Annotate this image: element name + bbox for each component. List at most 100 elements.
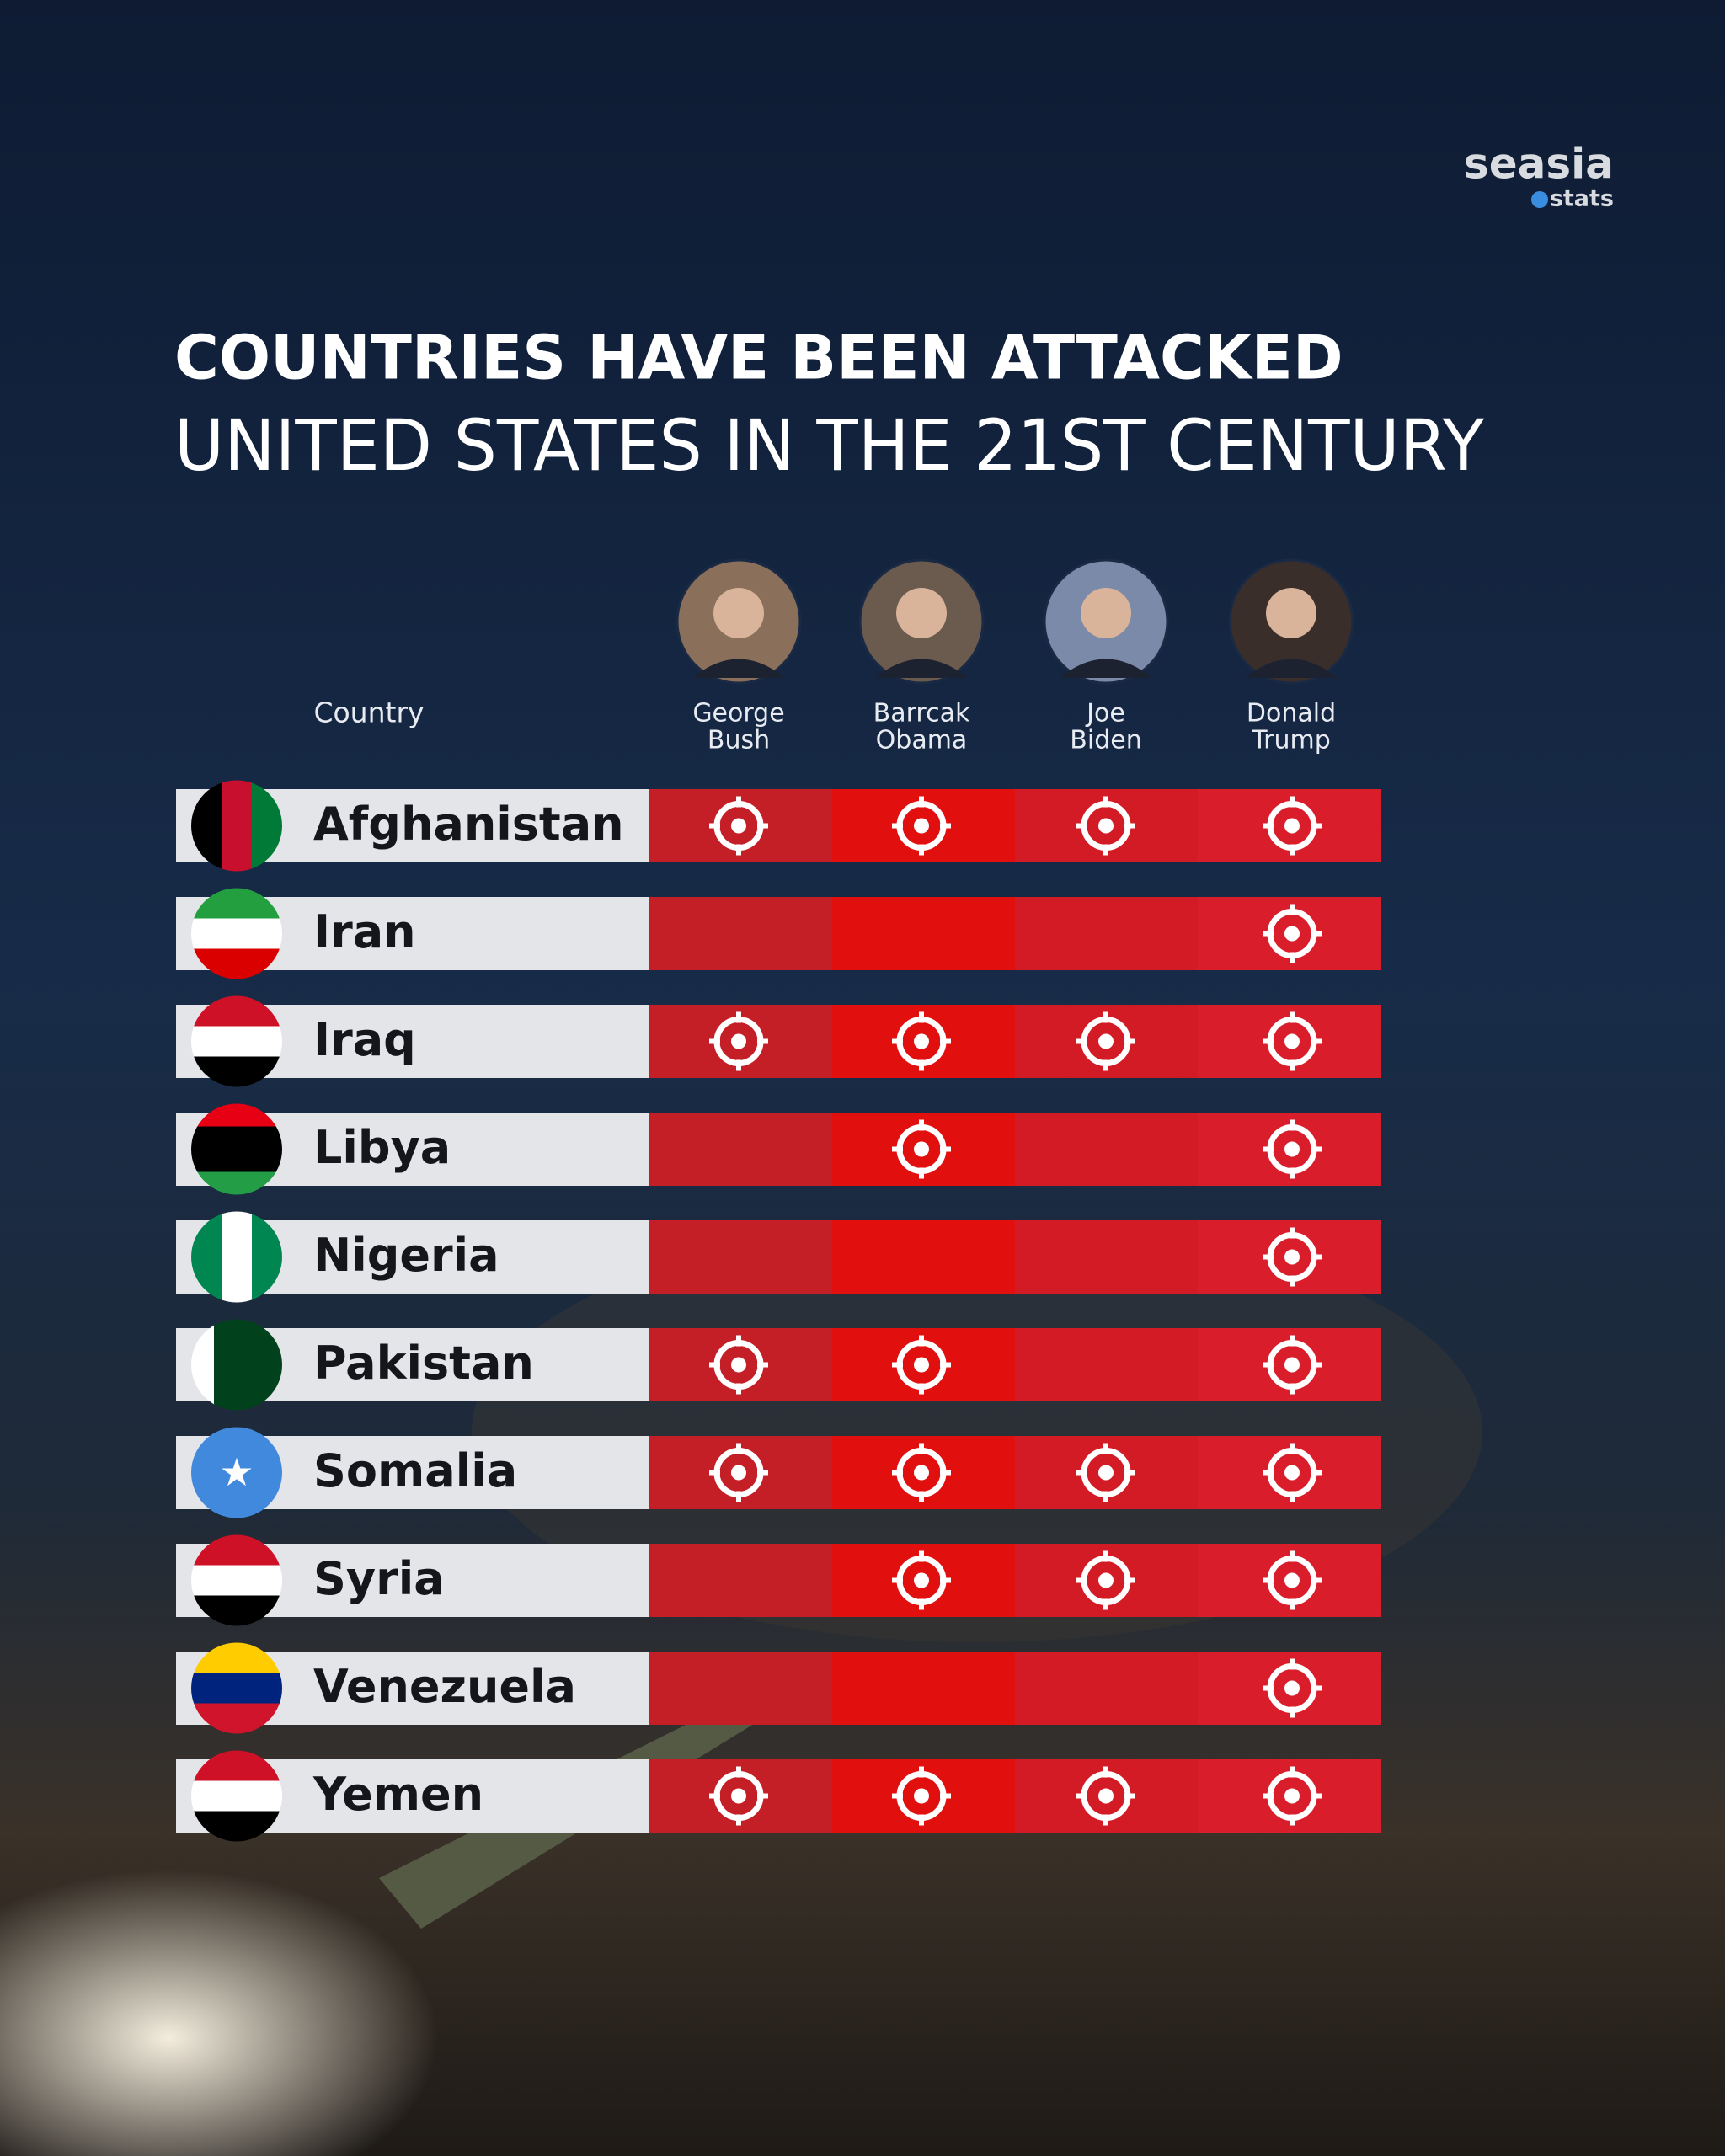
target-dot — [1284, 1141, 1300, 1157]
cell — [1015, 897, 1199, 970]
target-dot — [914, 1357, 929, 1373]
portrait-face — [896, 588, 947, 638]
target-dot — [1284, 1465, 1300, 1481]
country-name: Yemen — [312, 1768, 483, 1821]
target-dot — [1098, 1572, 1114, 1588]
target-marker — [1263, 1550, 1322, 1610]
target-marker — [709, 1011, 768, 1071]
cell — [832, 897, 1016, 970]
flag — [191, 1427, 282, 1518]
target-marker — [892, 796, 951, 856]
flag-stripe — [191, 1126, 282, 1150]
target-dot — [1284, 926, 1300, 942]
flag-star: ★ — [219, 1449, 254, 1495]
cell — [649, 1544, 833, 1617]
cell — [649, 1652, 833, 1725]
title: COUNTRIES HAVE BEEN ATTACKED — [174, 323, 1343, 393]
target-dot — [914, 1033, 929, 1049]
target-dot — [1098, 1033, 1114, 1049]
target-dot — [1284, 1357, 1300, 1373]
target-dot — [731, 1465, 746, 1481]
portrait-body — [1060, 659, 1152, 678]
target-dot — [1098, 1465, 1114, 1481]
target-dot — [731, 1033, 746, 1049]
flag-stripe — [191, 1780, 282, 1812]
target-marker — [1076, 1766, 1135, 1826]
target-dot — [731, 1357, 746, 1373]
target-marker — [892, 1011, 951, 1071]
cell — [1015, 1113, 1199, 1186]
target-dot — [1098, 818, 1114, 834]
subtitle: UNITED STATES IN THE 21ST CENTURY — [174, 404, 1485, 487]
target-marker — [709, 1335, 768, 1395]
country-name: Pakistan — [313, 1337, 534, 1390]
flag-stripe — [237, 1319, 260, 1411]
target-dot — [731, 818, 746, 834]
target-dot — [1284, 1680, 1300, 1696]
target-marker — [1263, 1227, 1322, 1287]
country-name: Nigeria — [313, 1229, 499, 1282]
flag — [191, 1642, 282, 1734]
target-marker — [892, 1119, 951, 1179]
target-dot — [1098, 1788, 1114, 1804]
country-header: Country — [313, 696, 424, 729]
target-marker — [1263, 1766, 1322, 1826]
country-name: Syria — [313, 1552, 445, 1605]
cell — [1015, 1220, 1199, 1294]
portrait-face — [1266, 588, 1316, 638]
flag-stripe — [191, 1427, 282, 1518]
target-dot — [1284, 1788, 1300, 1804]
president-first: Joe — [1085, 699, 1125, 728]
smoke — [0, 1870, 438, 2156]
target-dot — [1284, 1249, 1300, 1265]
flag-stripe — [191, 918, 282, 950]
target-dot — [914, 1572, 929, 1588]
portrait-body — [692, 659, 785, 678]
flag-stripe — [222, 1211, 253, 1303]
president-first: George — [692, 699, 784, 728]
country-name: Iran — [313, 905, 416, 958]
flag-stripe — [191, 1149, 282, 1173]
target-marker — [1076, 1443, 1135, 1502]
president-last: Obama — [876, 726, 968, 755]
target-marker — [709, 796, 768, 856]
cell — [832, 1652, 1016, 1725]
country-name: Somalia — [313, 1444, 517, 1497]
target-marker — [1263, 1119, 1322, 1179]
flag-stripe — [191, 1026, 282, 1058]
logo-brand: seasia — [1464, 140, 1614, 189]
president-last: Bush — [708, 726, 770, 755]
president-last: Trump — [1251, 726, 1331, 755]
target-marker — [892, 1766, 951, 1826]
target-marker — [1076, 796, 1135, 856]
cell — [1015, 1652, 1199, 1725]
target-marker — [892, 1443, 951, 1502]
president-last: Biden — [1070, 726, 1141, 755]
target-dot — [914, 1465, 929, 1481]
flag-stripe — [214, 1319, 238, 1411]
portrait-face — [713, 588, 764, 638]
target-marker — [1263, 904, 1322, 963]
cell — [1015, 1328, 1199, 1401]
target-dot — [914, 818, 929, 834]
country-name: Iraq — [313, 1013, 416, 1066]
country-name: Afghanistan — [313, 798, 624, 851]
president-first: Donald — [1247, 699, 1336, 728]
target-dot — [1284, 818, 1300, 834]
target-marker — [1263, 1011, 1322, 1071]
flag — [191, 1534, 282, 1626]
cell — [649, 1113, 833, 1186]
target-marker — [709, 1766, 768, 1826]
portrait-body — [875, 659, 968, 678]
president-first: Barrcak — [873, 699, 970, 728]
cell — [832, 1220, 1016, 1294]
cell — [649, 1220, 833, 1294]
flag-stripe — [222, 780, 253, 872]
logo-dot — [1531, 191, 1548, 208]
target-marker — [709, 1443, 768, 1502]
target-marker — [1076, 1550, 1135, 1610]
logo-sub: stats — [1550, 186, 1614, 212]
target-marker — [1263, 1658, 1322, 1718]
